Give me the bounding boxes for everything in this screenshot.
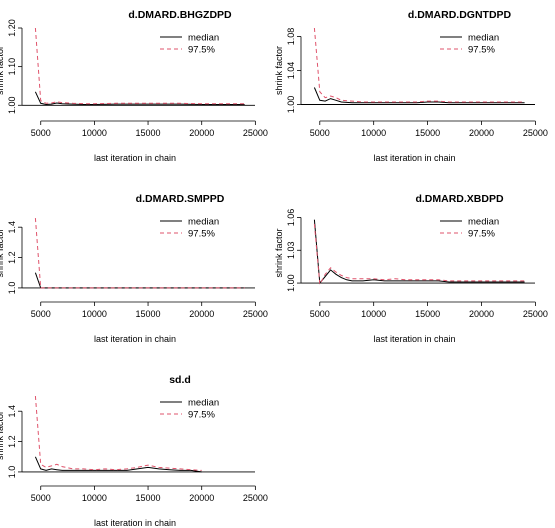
x-tick-label: 25000 <box>523 128 548 138</box>
legend-label: 97.5% <box>468 45 495 56</box>
x-axis-label: last iteration in chain <box>373 334 455 344</box>
legend-label: 97.5% <box>468 229 495 240</box>
chart-panel-4: d.DMARD.XBDPD 5000 10000 15000 20000 25000 1.0… <box>274 193 548 344</box>
x-tick-label: 20000 <box>469 309 494 319</box>
series-line-median <box>34 272 245 289</box>
chart-title: d.DMARD.BHGZDPD <box>128 9 232 21</box>
x-tick-label: 10000 <box>361 309 386 319</box>
x-tick-label: 15000 <box>415 128 440 138</box>
x-tick-label: 20000 <box>189 493 214 503</box>
legend-label: median <box>468 33 499 44</box>
legend-label: 97.5% <box>188 410 215 421</box>
series-line-median <box>34 91 245 106</box>
legend-label: 97.5% <box>188 229 215 240</box>
x-tick-label: 10000 <box>82 493 107 503</box>
y-axis-label: shrink factor <box>274 228 284 277</box>
y-tick-label: 1.00 <box>7 97 17 115</box>
y-tick-label: 1.10 <box>7 58 17 76</box>
x-tick-label: 15000 <box>415 309 440 319</box>
y-tick-label: 1.06 <box>286 209 296 227</box>
y-tick-label: 1.04 <box>286 62 296 80</box>
y-tick-label: 1.4 <box>7 221 17 234</box>
x-tick-label: 25000 <box>243 128 268 138</box>
x-tick-label: 5000 <box>310 128 330 138</box>
legend-label: median <box>468 217 499 228</box>
y-axis-label: shrink factor <box>0 228 5 277</box>
chart-title: d.DMARD.XBDPD <box>415 193 503 205</box>
y-axis-label: shrink factor <box>274 46 284 95</box>
y-tick-label: 1.00 <box>286 274 296 292</box>
x-tick-label: 15000 <box>136 493 161 503</box>
x-tick-label: 25000 <box>243 493 268 503</box>
x-axis-label: last iteration in chain <box>94 334 176 344</box>
x-tick-label: 10000 <box>82 128 107 138</box>
legend-label: median <box>188 33 219 44</box>
x-axis-label: last iteration in chain <box>373 153 455 163</box>
x-tick-label: 10000 <box>82 309 107 319</box>
x-tick-label: 15000 <box>136 309 161 319</box>
y-axis-label: shrink factor <box>0 46 5 95</box>
x-tick-label: 25000 <box>523 309 548 319</box>
chart-panel-3: d.DMARD.SMPPD 5000 10000 15000 20000 25000 1.0… <box>0 193 268 344</box>
chart-panel-2: d.DMARD.DGNTDPD 5000 10000 15000 20000 25000 1… <box>274 9 548 163</box>
x-tick-label: 20000 <box>189 309 214 319</box>
series-line-median <box>313 219 525 285</box>
y-tick-label: 1.08 <box>286 28 296 46</box>
chart-panel-5: sd.d 5000 10000 15000 20000 25000 1.0 1.2 1.4 las… <box>0 374 268 528</box>
legend-label: median <box>188 217 219 228</box>
x-tick-label: 25000 <box>243 309 268 319</box>
chart-panel-1: d.DMARD.BHGZDPD 5000 10000 15000 20000 25000 1… <box>0 9 268 163</box>
chart-title: d.DMARD.DGNTDPD <box>408 9 512 21</box>
y-tick-label: 1.2 <box>7 251 17 264</box>
series-line-quantile <box>34 27 245 105</box>
x-tick-label: 10000 <box>361 128 386 138</box>
x-axis-label: last iteration in chain <box>94 153 176 163</box>
series-line-quantile <box>34 395 202 471</box>
y-tick-label: 1.00 <box>286 96 296 114</box>
y-tick-label: 1.20 <box>7 19 17 37</box>
legend-label: 97.5% <box>188 45 215 56</box>
x-tick-label: 20000 <box>189 128 214 138</box>
x-tick-label: 5000 <box>31 493 51 503</box>
y-tick-label: 1.0 <box>7 282 17 295</box>
chart-title: sd.d <box>169 374 191 386</box>
x-tick-label: 5000 <box>31 128 51 138</box>
series-line-quantile <box>34 218 245 289</box>
x-tick-label: 5000 <box>310 309 330 319</box>
x-tick-label: 5000 <box>31 309 51 319</box>
y-tick-label: 1.4 <box>7 405 17 418</box>
y-tick-label: 1.03 <box>286 242 296 260</box>
legend-label: median <box>188 398 219 409</box>
x-tick-label: 15000 <box>136 128 161 138</box>
series-line-median <box>34 456 202 473</box>
y-tick-label: 1.2 <box>7 435 17 448</box>
y-tick-label: 1.0 <box>7 466 17 479</box>
series-line-median <box>313 87 525 104</box>
x-axis-label: last iteration in chain <box>94 518 176 528</box>
x-tick-label: 20000 <box>469 128 494 138</box>
series-line-quantile <box>313 27 525 103</box>
chart-title: d.DMARD.SMPPD <box>136 193 225 205</box>
y-axis-label: shrink factor <box>0 411 5 460</box>
